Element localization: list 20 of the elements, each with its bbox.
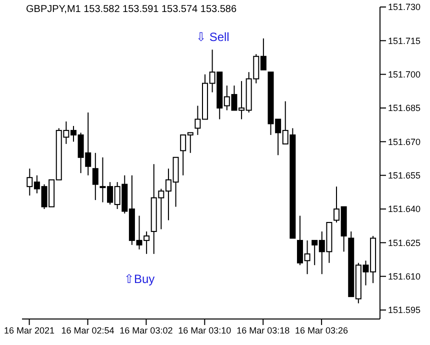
chart-title: GBPJPY,M1 153.582 153.591 153.574 153.586 <box>26 4 237 15</box>
y-tick-label: 151.700 <box>388 70 421 80</box>
y-tick-label: 151.640 <box>388 204 421 214</box>
y-tick-label: 151.625 <box>388 238 421 248</box>
y-tick-label: 151.715 <box>388 36 421 46</box>
x-tick-label: 16 Mar 03:10 <box>178 325 232 336</box>
y-tick-label: 151.610 <box>388 272 421 282</box>
x-tick-label: 16 Mar 02:54 <box>61 325 114 336</box>
x-tick-label: 16 Mar 03:18 <box>236 325 290 336</box>
annotation: ⇩ Sell <box>196 30 230 44</box>
y-tick-label: 151.670 <box>388 136 421 147</box>
x-tick-label: 16 Mar 03:02 <box>120 325 173 336</box>
candlestick <box>92 152 98 201</box>
y-tick-label: 151.655 <box>388 170 421 181</box>
y-tick-label: 151.730 <box>388 2 421 12</box>
x-tick-label: 16 Mar 03:26 <box>295 325 348 336</box>
annotation: ⇧Buy <box>124 272 155 286</box>
y-tick-label: 151.685 <box>388 103 421 114</box>
x-tick-label: 16 Mar 2021 <box>4 325 55 336</box>
y-tick-label: 151.595 <box>388 305 421 316</box>
